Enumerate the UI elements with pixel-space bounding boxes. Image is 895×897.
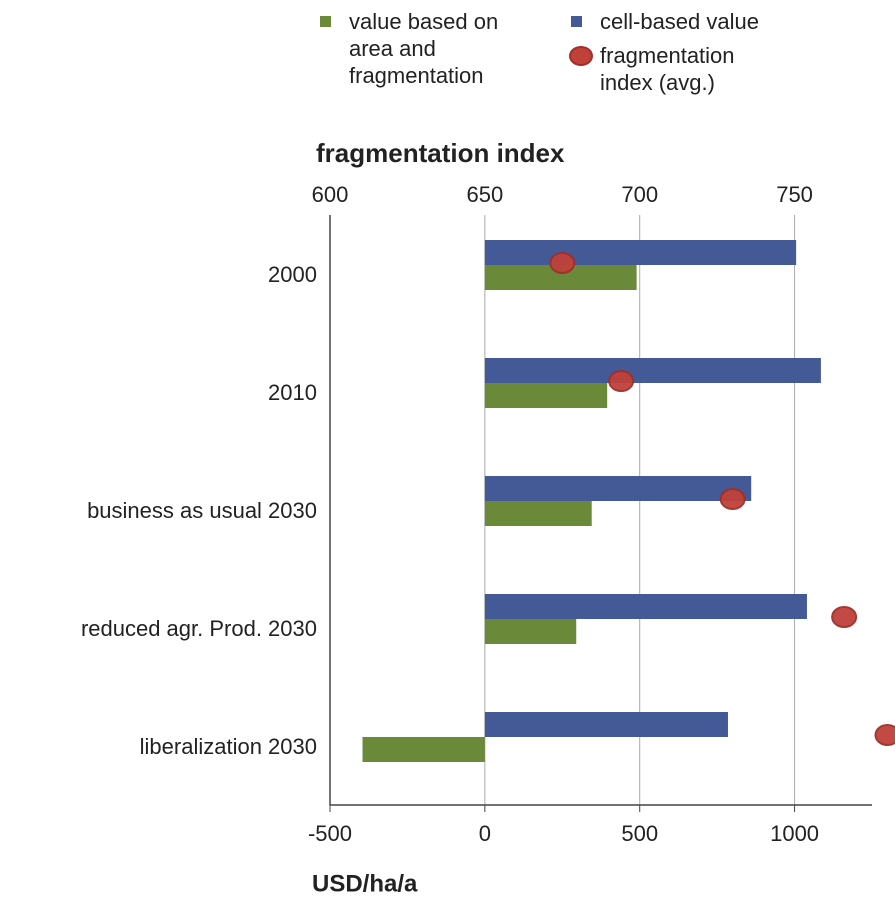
- y-tick-label: business as usual 2030: [87, 498, 317, 523]
- x2-tick-label: 650: [466, 182, 503, 207]
- x2-tick-label: 700: [621, 182, 658, 207]
- x2-axis-title: fragmentation index: [316, 138, 565, 168]
- dot: [719, 488, 746, 510]
- bar: [362, 737, 485, 762]
- bar: [484, 594, 807, 619]
- bar: [484, 358, 821, 383]
- dot: [608, 370, 635, 392]
- bar: [484, 240, 797, 265]
- legend-swatch: [569, 46, 593, 66]
- legend-swatch: [320, 16, 331, 27]
- x-tick-label: 500: [621, 821, 658, 846]
- dot: [549, 252, 576, 274]
- legend-label: cell-based value: [600, 9, 759, 34]
- dot: [874, 724, 895, 746]
- bar: [484, 712, 728, 737]
- bar: [484, 619, 577, 644]
- legend-label: value based on area and fragmentation: [349, 9, 499, 88]
- x-tick-label: 1000: [770, 821, 819, 846]
- bar: [484, 383, 608, 408]
- legend-swatch: [571, 16, 582, 27]
- dot: [831, 606, 858, 628]
- x-tick-label: 0: [479, 821, 491, 846]
- x2-tick-label: 750: [776, 182, 813, 207]
- legend-label: fragmentation index (avg.): [600, 43, 735, 95]
- x-axis-title: USD/ha/a: [312, 870, 418, 897]
- y-tick-label: liberalization 2030: [140, 734, 317, 759]
- bar: [484, 501, 592, 526]
- y-tick-label: 2000: [268, 262, 317, 287]
- y-tick-label: 2010: [268, 380, 317, 405]
- x-tick-label: -500: [308, 821, 352, 846]
- y-tick-label: reduced agr. Prod. 2030: [81, 616, 317, 641]
- bar: [484, 476, 752, 501]
- x2-tick-label: 600: [312, 182, 349, 207]
